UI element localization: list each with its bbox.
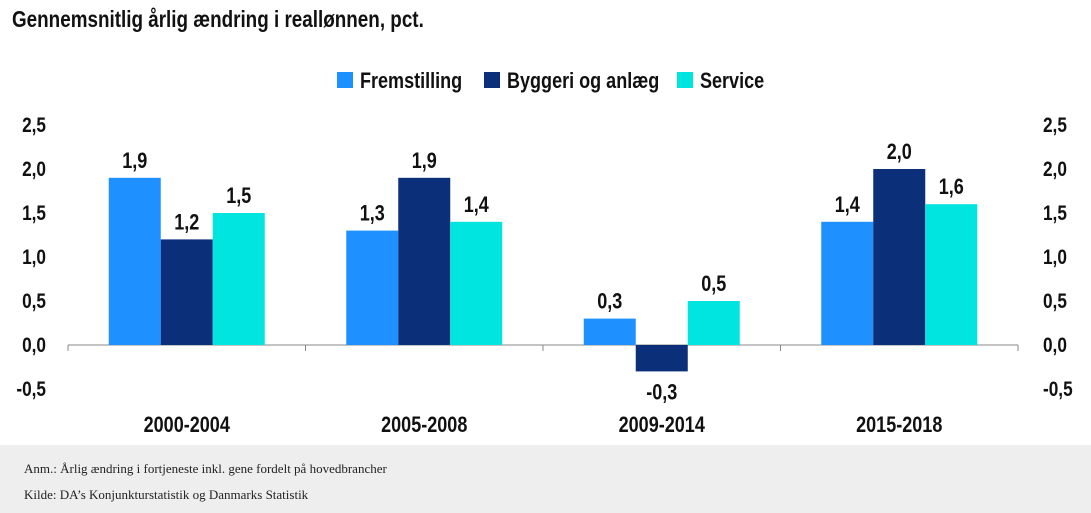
data-label: 2,0 [887, 140, 912, 164]
legend-swatch [337, 72, 353, 88]
bar [687, 301, 740, 345]
y-tick-label-left: 1,5 [22, 203, 46, 226]
data-label: 1,4 [464, 193, 490, 217]
data-label: 1,9 [122, 149, 147, 173]
bar [346, 230, 399, 345]
y-tick-label-left: 0,0 [22, 335, 46, 358]
footer: Anm.: Årlig ændring i fortjeneste inkl. … [0, 445, 1091, 513]
y-tick-label-right: 1,5 [1043, 203, 1067, 226]
y-tick-label-left: 1,0 [22, 247, 46, 270]
x-category-label: 2015-2018 [856, 413, 942, 437]
footnote: Anm.: Årlig ændring i fortjeneste inkl. … [24, 461, 387, 476]
legend-label: Fremstilling [360, 69, 462, 93]
x-category-label: 2009-2014 [619, 413, 706, 437]
bar [160, 239, 213, 345]
bar-chart: Fremstilling Byggeri og anlæg Service 2,5 2… [16, 69, 1073, 438]
legend-swatch [484, 72, 500, 88]
bar [212, 213, 265, 345]
bar [108, 177, 161, 345]
x-category-label: 2005-2008 [381, 413, 467, 437]
data-label: 1,2 [174, 211, 199, 235]
bar [873, 169, 926, 345]
bar [450, 221, 503, 345]
bar [635, 345, 688, 372]
y-tick-label-right: 2,5 [1043, 115, 1067, 138]
y-tick-label-left: -0,5 [16, 379, 46, 402]
y-tick-label-right: -0,5 [1043, 379, 1073, 402]
y-tick-label-right: 0,0 [1043, 335, 1067, 358]
bar [821, 221, 874, 345]
legend-label: Byggeri og anlæg [507, 69, 659, 93]
data-label: 0,5 [701, 272, 726, 296]
bar [925, 204, 978, 345]
bar [583, 318, 636, 345]
data-label: 1,4 [835, 193, 861, 217]
y-tick-label-left: 0,5 [22, 291, 46, 314]
data-labels: 1,9 1,3 0,3 1,4 1,2 1,9 -0,3 2,0 1,5 1,4 0,5 1,6 [122, 140, 964, 404]
source-note: Kilde: DA’s Konjunkturstatistik og Danma… [24, 487, 309, 502]
y-tick-label-left: 2,5 [22, 115, 46, 138]
y-tick-label-right: 1,0 [1043, 247, 1067, 270]
data-label: -0,3 [646, 381, 677, 405]
y-tick-label-right: 2,0 [1043, 159, 1067, 182]
bar [398, 177, 451, 345]
data-label: 0,3 [597, 290, 622, 314]
legend-swatch [677, 72, 693, 88]
legend-label: Service [700, 69, 764, 93]
y-tick-label-right: 0,5 [1043, 291, 1067, 314]
data-label: 1,9 [412, 149, 437, 173]
data-label: 1,5 [226, 184, 251, 208]
chart-title: Gennemsnitlig årlig ændring i reallønnen… [12, 6, 424, 32]
legend: Fremstilling Byggeri og anlæg Service [337, 69, 764, 93]
data-label: 1,6 [939, 176, 964, 200]
x-category-label: 2000-2004 [144, 413, 231, 437]
bars [108, 169, 978, 372]
y-tick-label-left: 2,0 [22, 159, 46, 182]
data-label: 1,3 [360, 202, 385, 226]
axes: 2,5 2,5 2,0 2,0 1,5 1,5 1,0 1,0 0,5 0,5 0,0 0,0 -0,5… [16, 115, 1073, 438]
